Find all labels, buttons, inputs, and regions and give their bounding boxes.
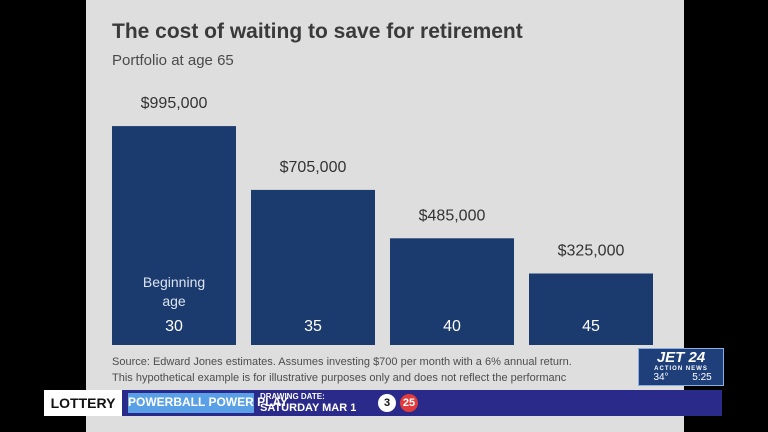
station-logo-subtext: ACTION NEWS [654,366,708,372]
drawing-date-label: DRAWING DATE: [260,392,325,401]
lottery-number-ball: 3 [378,394,396,412]
bar-35 [251,189,375,345]
news-ticker: LOTTERY POWERBALL POWER PLAY DRAWING DAT… [44,390,722,416]
value-label: $325,000 [558,243,625,260]
disclaimer-note: This hypothetical example is for illustr… [112,372,567,384]
ticker-section-box: LOTTERY [44,390,122,416]
ticker-section-label: LOTTERY [50,395,116,411]
category-label: 30 [165,318,183,335]
category-caption: age [162,293,186,309]
chart-title: The cost of waiting to save for retireme… [112,20,523,43]
clock-readout: 5:25 [692,372,712,383]
drawing-date-value: SATURDAY MAR 1 [260,402,357,414]
chart-subtitle: Portfolio at age 65 [112,52,234,69]
category-label: 40 [443,318,461,335]
value-label: $995,000 [141,95,208,112]
station-logo-text: JET 24 [656,349,706,366]
bar-chart: $995,000 30 $705,000 35 $485,000 40 $325,000 45… [112,95,653,345]
bar-45 [529,273,653,345]
bar-30 [112,126,236,345]
value-label: $705,000 [280,159,347,176]
category-label: 35 [304,318,322,335]
category-caption: Beginning [143,274,205,290]
source-note: Source: Edward Jones estimates. Assumes … [112,356,572,368]
category-label: 45 [582,318,600,335]
bar-40 [390,238,514,345]
lottery-number-ball-red: 25 [400,394,418,412]
temperature-readout: 34° [653,372,669,383]
lottery-game-box: POWERBALL POWER PLAY [128,393,289,413]
value-label: $485,000 [419,207,486,224]
station-logo: JET 24 ACTION NEWS [638,348,724,386]
lottery-game-label: POWERBALL POWER PLAY [128,395,289,409]
chart-panel: The cost of waiting to save for retireme… [86,0,684,432]
